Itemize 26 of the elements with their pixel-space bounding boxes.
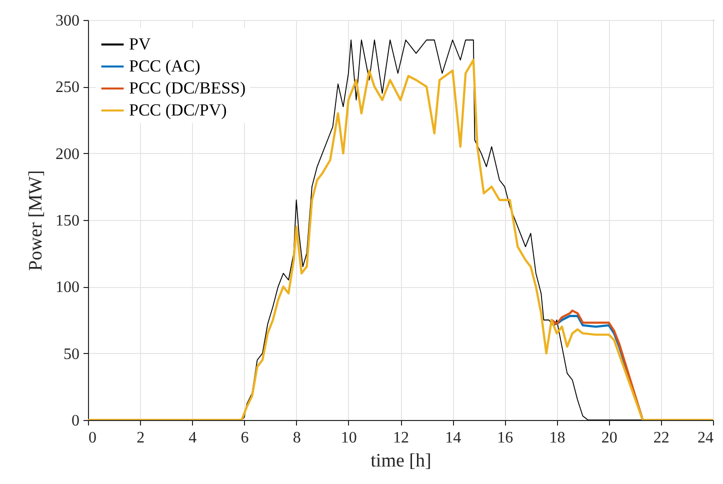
- x-tick-label: 16: [497, 430, 514, 446]
- x-tick-label: 10: [340, 430, 357, 446]
- y-tick-label: 50: [64, 346, 80, 363]
- x-tick-label: 6: [240, 430, 249, 446]
- y-tick-label: 300: [56, 12, 80, 30]
- x-tick-label: 18: [549, 430, 566, 446]
- y-tick-label: 250: [56, 79, 80, 96]
- x-tick-label: 8: [292, 430, 301, 446]
- x-tick-label: 20: [601, 430, 618, 446]
- x-tick-label: 4: [188, 430, 197, 446]
- y-axis-title: Power [MW]: [26, 170, 46, 271]
- y-tick-label: 200: [56, 146, 80, 163]
- legend-label: PCC (DC/PV): [129, 100, 227, 120]
- y-tick-label: 0: [72, 412, 80, 430]
- y-tick-label: 150: [56, 212, 80, 230]
- x-tick-label: 2: [136, 430, 145, 446]
- legend-label: PCC (AC): [129, 56, 200, 76]
- x-tick-label: 22: [653, 430, 670, 446]
- x-axis-title: time [h]: [370, 450, 432, 472]
- x-tick-label: 14: [445, 430, 462, 446]
- legend-label: PCC (DC/BESS): [129, 78, 246, 98]
- legend-label: PV: [129, 34, 152, 54]
- y-tick-label: 100: [56, 279, 80, 296]
- x-tick-label: 12: [393, 430, 409, 446]
- x-tick-label: 0: [88, 430, 96, 446]
- x-tick-label: 24: [698, 430, 714, 446]
